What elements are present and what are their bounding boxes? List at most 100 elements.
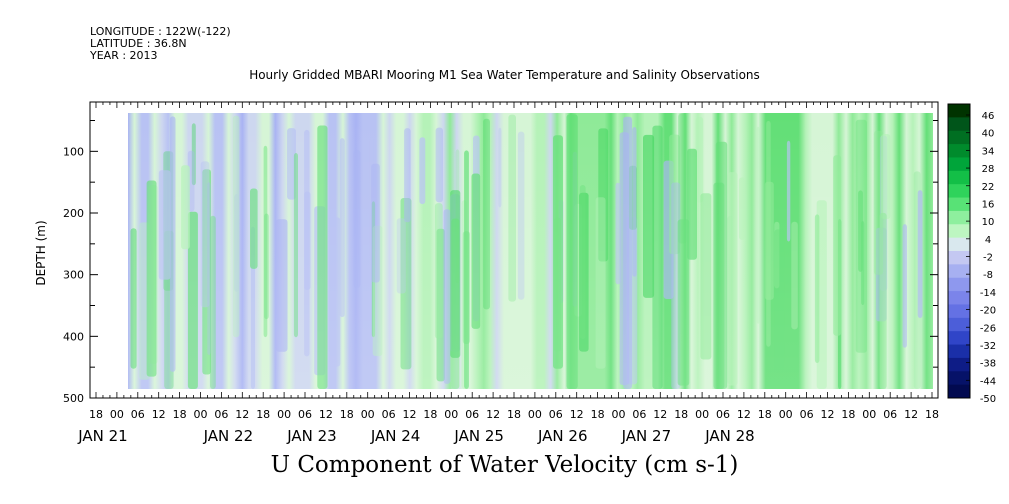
day-label: JAN 22 — [203, 427, 254, 445]
colorbar-label: -20 — [980, 306, 996, 317]
hour-tick-label: 06 — [382, 408, 396, 421]
colorbar-label: 34 — [982, 146, 995, 157]
hour-tick-label: 18 — [674, 408, 688, 421]
hour-tick-label: 18 — [925, 408, 939, 421]
hour-tick-label: 06 — [549, 408, 563, 421]
colorbar-swatch — [948, 291, 970, 305]
hour-tick-label: 18 — [841, 408, 855, 421]
heatmap-field — [128, 113, 933, 390]
colorbar-swatch — [948, 237, 970, 252]
hour-tick-label: 00 — [612, 408, 626, 421]
hour-tick-label: 06 — [632, 408, 646, 421]
colorbar-swatch — [948, 331, 970, 346]
colorbar-label: 28 — [982, 164, 995, 175]
hour-tick-label: 12 — [235, 408, 249, 421]
colorbar-label: -50 — [980, 394, 996, 405]
colorbar: 46 40 34 28 22 16 10 4 -2 -8 -14 -20 -26 -32 -38 -44 -50 — [947, 103, 996, 405]
colorbar-label: -44 — [980, 376, 996, 387]
y-tick-label: 500 — [63, 392, 84, 405]
colorbar-swatch — [948, 304, 970, 319]
colorbar-label: -8 — [983, 270, 993, 281]
colorbar-border — [947, 103, 971, 399]
hour-tick-label: 06 — [131, 408, 145, 421]
hour-tick-label: 12 — [486, 408, 500, 421]
hour-tick-label: 00 — [779, 408, 793, 421]
hour-tick-label: 06 — [465, 408, 479, 421]
colorbar-swatch — [948, 384, 970, 399]
day-label: JAN 26 — [537, 427, 588, 445]
day-label: JAN 25 — [453, 427, 504, 445]
hour-tick-label: 12 — [821, 408, 835, 421]
colorbar-label: 10 — [982, 217, 995, 228]
colorbar-label: -38 — [980, 359, 996, 370]
hour-tick-label: 18 — [173, 408, 187, 421]
hour-tick-label: 18 — [423, 408, 437, 421]
y-tick-label: 200 — [63, 207, 84, 220]
day-label: JAN 23 — [286, 427, 337, 445]
hour-tick-label: 00 — [695, 408, 709, 421]
hour-tick-label: 18 — [89, 408, 103, 421]
hour-tick-label: 18 — [256, 408, 270, 421]
hour-tick-label: 00 — [277, 408, 291, 421]
colorbar-swatch — [948, 157, 970, 172]
latitude-label: LATITUDE : 36.8N — [90, 37, 187, 50]
variable-title: U Component of Water Velocity (cm s-1) — [270, 452, 739, 478]
colorbar-label: -14 — [980, 288, 996, 299]
hour-tick-label: 06 — [800, 408, 814, 421]
time-axis: 18 00 06 12 18 00 06 12 18 00 06 12 18 00 06 12 18 00 06 12… — [77, 408, 939, 445]
colorbar-swatch — [948, 264, 970, 279]
hour-tick-label: 06 — [883, 408, 897, 421]
colorbar-swatch — [948, 344, 970, 359]
colorbar-label: -26 — [980, 323, 996, 334]
colorbar-label: -32 — [980, 341, 996, 352]
day-label: JAN 28 — [704, 427, 755, 445]
hour-tick-label: 00 — [194, 408, 208, 421]
colorbar-label: 46 — [982, 111, 995, 122]
hour-tick-label: 06 — [298, 408, 312, 421]
colorbar-swatch — [948, 144, 970, 158]
colorbar-swatch — [948, 357, 970, 372]
hour-tick-label: 18 — [340, 408, 354, 421]
colorbar-swatch — [948, 197, 970, 212]
colorbar-swatch — [948, 117, 970, 132]
colorbar-swatch — [948, 371, 970, 386]
y-tick-label: 400 — [63, 330, 84, 343]
colorbar-label: -2 — [983, 253, 993, 264]
hour-tick-label: 12 — [403, 408, 417, 421]
hour-tick-label: 12 — [152, 408, 166, 421]
colorbar-swatch — [948, 251, 970, 265]
colorbar-swatch — [948, 170, 970, 185]
year-label: YEAR : 2013 — [90, 49, 158, 62]
hour-tick-label: 18 — [507, 408, 521, 421]
colorbar-label: 16 — [982, 199, 995, 210]
colorbar-swatch — [948, 210, 970, 225]
colorbar-swatch — [948, 277, 970, 292]
hour-tick-label: 12 — [737, 408, 751, 421]
hour-tick-label: 00 — [444, 408, 458, 421]
hour-tick-label: 00 — [862, 408, 876, 421]
colorbar-swatch — [948, 104, 970, 118]
hour-tick-label: 12 — [904, 408, 918, 421]
depth-axis: 100 200 300 400 500 — [63, 120, 938, 405]
hour-tick-label: 06 — [716, 408, 730, 421]
y-tick-label: 100 — [63, 145, 84, 158]
hour-tick-label: 18 — [591, 408, 605, 421]
colorbar-label: 22 — [982, 182, 995, 193]
hour-tick-label: 06 — [214, 408, 228, 421]
hour-tick-label: 18 — [758, 408, 772, 421]
y-axis-label: DEPTH (m) — [34, 220, 48, 285]
hour-tick-label: 12 — [319, 408, 333, 421]
hour-tick-label: 00 — [528, 408, 542, 421]
day-label: JAN 27 — [621, 427, 672, 445]
hour-tick-label: 12 — [570, 408, 584, 421]
colorbar-swatch — [948, 184, 970, 199]
heatmap-shade — [128, 113, 933, 389]
y-tick-label: 300 — [63, 269, 84, 282]
colorbar-label: 4 — [985, 235, 991, 246]
day-label: JAN 21 — [77, 427, 128, 445]
hour-tick-label: 00 — [110, 408, 124, 421]
colorbar-swatch — [948, 130, 970, 145]
plot-frame — [89, 101, 939, 399]
colorbar-label: 40 — [982, 129, 995, 140]
